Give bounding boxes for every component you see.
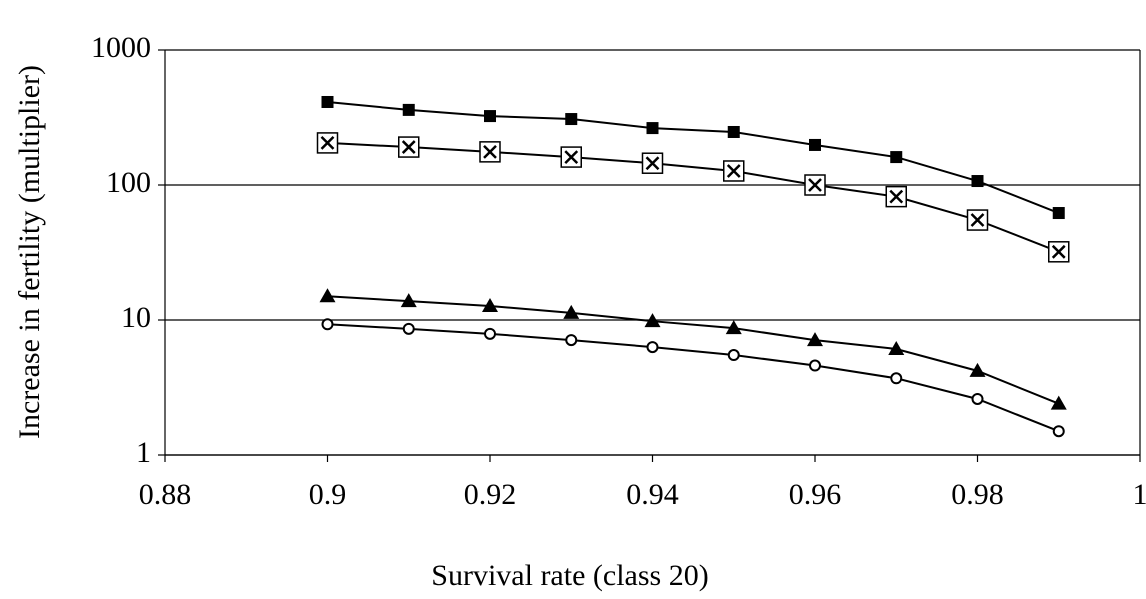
marker	[971, 392, 984, 405]
x-tick-label: 0.88	[139, 478, 192, 511]
marker	[641, 152, 664, 174]
marker	[565, 113, 578, 126]
marker	[319, 288, 336, 303]
marker-cross	[889, 189, 904, 204]
x-tick-label: 0.96	[789, 478, 842, 511]
x-tick-label: 1	[1133, 478, 1146, 511]
marker	[646, 122, 659, 135]
marker	[727, 349, 740, 362]
series-line	[327, 323, 1060, 433]
marker-cross	[645, 156, 660, 171]
marker	[885, 185, 907, 208]
marker	[398, 136, 420, 158]
series-line	[327, 141, 1060, 253]
marker-cross	[1051, 244, 1066, 259]
marker	[1048, 241, 1070, 263]
marker	[484, 110, 496, 123]
marker	[321, 318, 334, 331]
marker	[809, 359, 821, 372]
marker	[402, 103, 415, 116]
marker-cross	[320, 136, 335, 150]
x-axis-label: Survival rate (class 20)	[431, 559, 708, 592]
y-tick-label: 10	[121, 301, 151, 334]
y-tick-label: 100	[106, 166, 151, 199]
marker-cross	[726, 164, 741, 178]
marker-cross	[564, 150, 579, 164]
series-line	[327, 295, 1060, 405]
marker	[482, 297, 498, 312]
marker	[1052, 207, 1065, 220]
marker	[890, 151, 903, 164]
marker-cross	[970, 213, 985, 227]
marker	[644, 313, 661, 328]
x-tick-label: 0.98	[951, 478, 1004, 511]
marker	[888, 340, 905, 355]
series-line	[327, 100, 1060, 214]
marker	[484, 327, 496, 340]
y-tick-label: 1	[136, 436, 151, 469]
marker	[565, 334, 578, 347]
marker	[723, 160, 745, 182]
x-tick-label: 0.92	[464, 478, 517, 511]
marker	[316, 132, 339, 154]
marker	[725, 320, 742, 335]
marker	[971, 175, 984, 188]
marker	[1052, 425, 1065, 438]
marker-cross	[401, 140, 416, 154]
x-tick-label: 0.9	[309, 478, 347, 511]
marker	[563, 304, 580, 319]
marker-cross	[483, 144, 497, 159]
marker	[560, 146, 582, 168]
marker	[400, 293, 417, 308]
marker-cross	[808, 178, 822, 192]
marker	[807, 332, 823, 347]
x-tick-label: 0.94	[626, 478, 679, 511]
marker	[479, 141, 501, 163]
marker	[646, 341, 659, 354]
marker	[969, 362, 986, 377]
marker	[402, 322, 415, 335]
y-axis-label: Increase in fertility (multiplier)	[13, 65, 46, 439]
marker	[1050, 395, 1067, 410]
marker	[809, 138, 821, 151]
marker	[321, 95, 334, 108]
marker	[804, 174, 826, 196]
marker	[727, 125, 740, 138]
marker	[890, 372, 903, 385]
marker	[966, 209, 989, 231]
y-tick-label: 1000	[91, 31, 151, 64]
